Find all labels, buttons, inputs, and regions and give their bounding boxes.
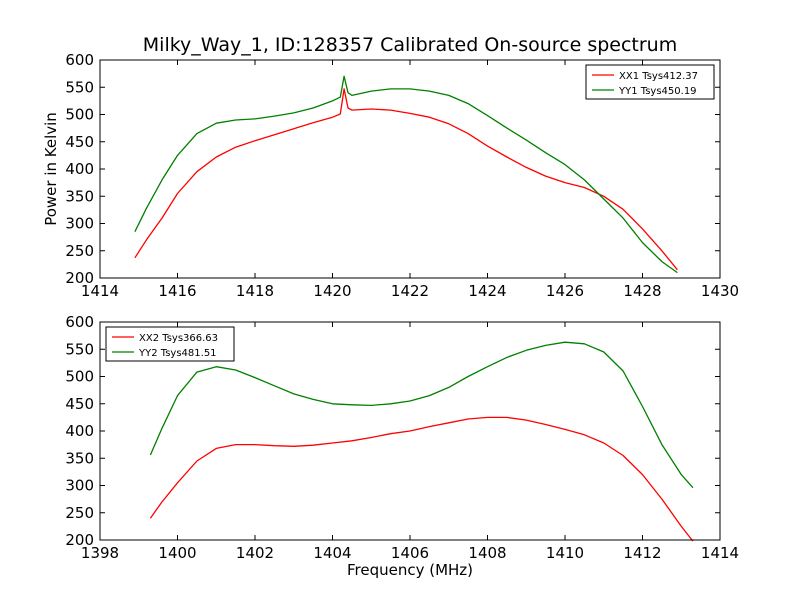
legend-label: XX2 Tsys366.63 bbox=[139, 333, 218, 344]
y-tick-label: 200 bbox=[65, 269, 94, 287]
x-tick-label: 1412 bbox=[623, 544, 661, 562]
y-tick-label: 200 bbox=[65, 531, 94, 549]
y-tick-label: 250 bbox=[65, 504, 94, 522]
x-tick-label: 1408 bbox=[468, 544, 506, 562]
x-tick-label: 1402 bbox=[236, 544, 274, 562]
x-tick-label: 1410 bbox=[546, 544, 584, 562]
y-tick-label: 500 bbox=[65, 368, 94, 386]
y-tick-label: 500 bbox=[65, 106, 94, 124]
series-line-2 bbox=[135, 76, 678, 272]
x-tick-label: 1414 bbox=[701, 544, 739, 562]
x-tick-label: 1418 bbox=[236, 282, 274, 300]
x-tick-label: 1426 bbox=[546, 282, 584, 300]
x-tick-label: 1430 bbox=[701, 282, 739, 300]
chart-title: Milky_Way_1, ID:128357 Calibrated On-sou… bbox=[0, 34, 800, 56]
series-line-1 bbox=[135, 89, 678, 270]
x-tick-label: 1400 bbox=[158, 544, 196, 562]
y-tick-label: 350 bbox=[65, 449, 94, 467]
legend: XX2 Tsys366.63 YY2 Tsys481.51 bbox=[106, 327, 234, 361]
y-tick-label: 600 bbox=[65, 313, 94, 331]
x-tick-label: 1420 bbox=[313, 282, 351, 300]
y-tick-label: 450 bbox=[65, 133, 94, 151]
x-tick-label: 1416 bbox=[158, 282, 196, 300]
y-tick-label: 550 bbox=[65, 340, 94, 358]
y-tick-label: 300 bbox=[65, 477, 94, 495]
y-tick-label: 350 bbox=[65, 187, 94, 205]
x-axis-label: Frequency (MHz) bbox=[347, 561, 473, 579]
series-line-1 bbox=[150, 417, 693, 541]
x-tick-label: 1406 bbox=[391, 544, 429, 562]
x-tick-label: 1422 bbox=[391, 282, 429, 300]
series-line-2 bbox=[150, 342, 693, 488]
y-tick-label: 400 bbox=[65, 160, 94, 178]
legend-label: YY2 Tsys481.51 bbox=[138, 348, 217, 359]
y-tick-label: 250 bbox=[65, 242, 94, 260]
y-tick-label: 400 bbox=[65, 422, 94, 440]
y-axis-label: Power in Kelvin bbox=[42, 112, 60, 226]
legend: XX1 Tsys412.37 YY1 Tsys450.19 bbox=[586, 65, 714, 99]
y-tick-label: 550 bbox=[65, 78, 94, 96]
legend-label: YY1 Tsys450.19 bbox=[618, 86, 697, 97]
x-tick-label: 1404 bbox=[313, 544, 351, 562]
x-tick-label: 1424 bbox=[468, 282, 506, 300]
x-tick-label: 1428 bbox=[623, 282, 661, 300]
y-tick-label: 450 bbox=[65, 395, 94, 413]
legend-label: XX1 Tsys412.37 bbox=[619, 71, 698, 82]
y-tick-label: 300 bbox=[65, 215, 94, 233]
